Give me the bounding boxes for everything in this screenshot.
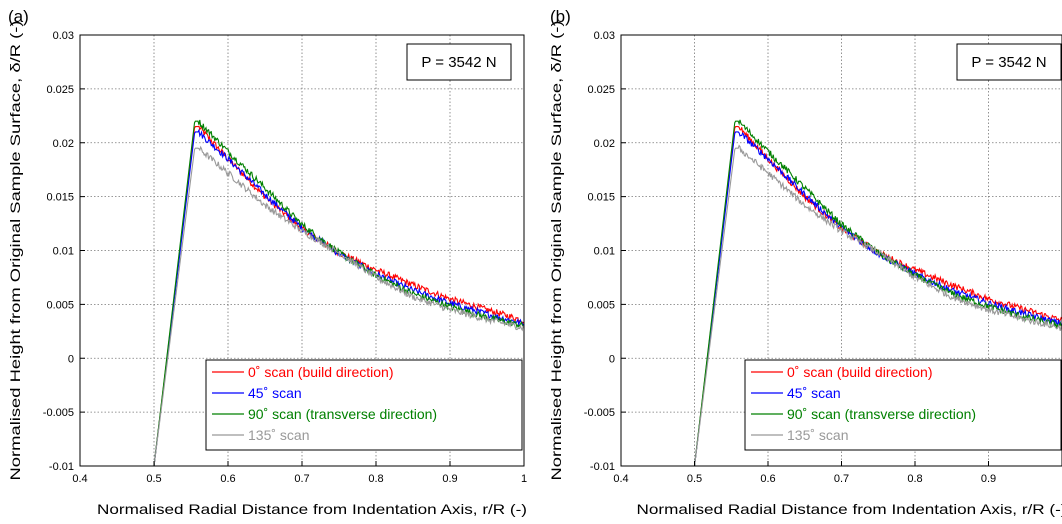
series-line — [153, 128, 524, 466]
y-tick-label: 0 — [68, 353, 74, 365]
plot-area — [693, 119, 1062, 466]
chart-panel-b: 0.4 0.5 0.6 0.7 0.8 0.9 -0.01 -0.005 0 0.005 0.01 0… — [548, 7, 1062, 517]
y-tick-label: 0.005 — [46, 299, 74, 311]
x-tick-label: 0.8 — [907, 473, 922, 485]
x-tick-label: 0.9 — [981, 473, 996, 485]
annotation-text: P = 3542 N — [421, 54, 496, 71]
y-tick-label: -0.005 — [43, 407, 74, 419]
panel-label: (b) — [550, 7, 571, 26]
y-tick-label: 0.02 — [594, 138, 615, 150]
x-tick-label: 0.9 — [442, 473, 457, 485]
y-tick-label: 0.02 — [53, 138, 74, 150]
x-tick-label: 0.6 — [760, 473, 775, 485]
x-tick-label: 0.4 — [72, 473, 87, 485]
y-tick-label: 0.025 — [587, 84, 615, 96]
annotation-box — [406, 43, 512, 81]
x-tick-label: 0.8 — [368, 473, 383, 485]
x-tick-label: 0.7 — [834, 473, 849, 485]
y-tick-label: 0.025 — [46, 84, 74, 96]
x-tick-label: 0.6 — [220, 473, 235, 485]
series-line — [693, 144, 1062, 466]
x-tick-label: 0.5 — [687, 473, 702, 485]
y-tick-label: -0.01 — [49, 461, 74, 473]
legend-entry: 0˚ scan (build direction) — [248, 364, 394, 380]
legend-entry: 90˚ scan (transverse direction) — [787, 406, 976, 422]
legend-box — [205, 359, 523, 451]
legend-entry: 0˚ scan (build direction) — [787, 364, 933, 380]
plot-area — [153, 119, 524, 466]
y-tick-label: 0.015 — [587, 192, 615, 204]
y-tick-label: 0.03 — [53, 30, 74, 42]
legend-box — [744, 359, 1062, 451]
annotation-text: P = 3542 N — [971, 54, 1046, 71]
y-tick-label: -0.01 — [590, 461, 615, 473]
chart-panel-a: 0.4 0.5 0.6 0.7 0.8 0.9 1 -0.01 -0.005 0 0.005 0.01… — [7, 7, 527, 517]
x-tick-label: 1 — [521, 473, 527, 485]
annotation-box — [956, 43, 1062, 81]
x-axis-label: Normalised Radial Distance from Indentat… — [97, 501, 527, 517]
y-tick-label: -0.005 — [584, 407, 615, 419]
y-tick-label: 0.01 — [594, 246, 615, 258]
x-axis-label: Normalised Radial Distance from Indentat… — [637, 501, 1062, 517]
panel-label: (a) — [8, 7, 29, 26]
x-tick-label: 0.5 — [146, 473, 161, 485]
x-tick-label: 0.7 — [294, 473, 309, 485]
y-tick-label: 0.015 — [46, 192, 74, 204]
legend-entry: 135˚ scan — [248, 427, 309, 443]
y-tick-label: 0.01 — [53, 246, 74, 258]
y-tick-label: 0 — [609, 353, 615, 365]
series-line — [153, 119, 524, 466]
y-tick-label: 0.005 — [587, 299, 615, 311]
y-tick-label: 0.03 — [594, 30, 615, 42]
legend-entry: 90˚ scan (transverse direction) — [248, 406, 437, 422]
legend-entry: 135˚ scan — [787, 427, 848, 443]
series-line — [153, 145, 524, 466]
series-line — [693, 119, 1062, 466]
legend-entry: 45˚ scan — [787, 385, 841, 401]
legend-entry: 45˚ scan — [248, 385, 302, 401]
y-axis-label: Normalised Height from Original Sample S… — [548, 21, 564, 481]
x-tick-label: 0.4 — [613, 473, 628, 485]
y-axis-label: Normalised Height from Original Sample S… — [7, 20, 23, 480]
